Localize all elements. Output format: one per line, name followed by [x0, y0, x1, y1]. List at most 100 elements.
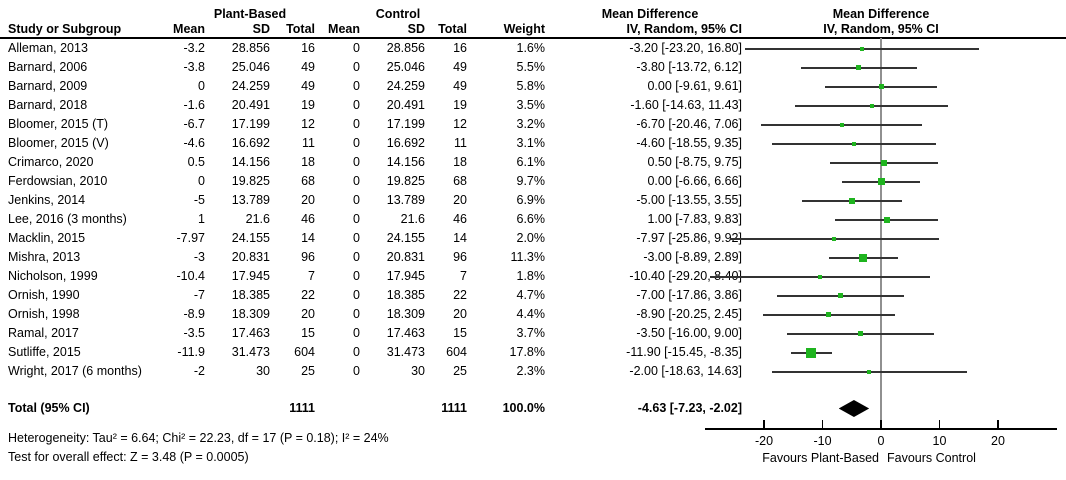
effect-marker: [880, 159, 887, 166]
cell-mean_c: 0: [353, 60, 360, 74]
study-name: Lee, 2016 (3 months): [8, 212, 127, 226]
cell-ci-text: -3.20 [-23.20, 16.80]: [629, 41, 742, 55]
cell-ci-text: 0.50 [-8.75, 9.75]: [647, 155, 742, 169]
axis-tick: [821, 420, 824, 430]
study-name: Barnard, 2006: [8, 60, 88, 74]
cell-ci-text: -4.60 [-18.55, 9.35]: [636, 136, 742, 150]
cell-sd_pb: 28.856: [231, 41, 270, 55]
cell-sd_c: 24.155: [386, 231, 425, 245]
cell-weight: 4.4%: [516, 307, 546, 321]
cell-mean_c: 0: [353, 288, 360, 302]
study-name: Alleman, 2013: [8, 41, 88, 55]
cell-mean_c: 0: [353, 136, 360, 150]
cell-sd_c: 19.825: [386, 174, 425, 188]
cell-total_pb: 604: [294, 345, 315, 359]
cell-total_pb: 11: [302, 136, 315, 150]
effect-marker: [883, 216, 890, 223]
cell-total_pb: 49: [301, 79, 315, 93]
cell-ci-text: -10.40 [-29.20, 8.40]: [629, 269, 742, 283]
cell-mean_pb: 0: [198, 174, 205, 188]
cell-sd_pb: 18.309: [231, 307, 270, 321]
cell-sd_pb: 24.259: [231, 79, 270, 93]
cell-sd_c: 18.309: [386, 307, 425, 321]
cell-total_pb: 12: [301, 117, 315, 131]
cell-weight: 1.8%: [516, 269, 546, 283]
study-name: Ferdowsian, 2010: [8, 174, 108, 188]
cell-total_pb: 18: [301, 155, 315, 169]
cell-mean_c: 0: [353, 117, 360, 131]
cell-sd_pb: 30: [256, 364, 270, 378]
cell-mean_c: 0: [353, 155, 360, 169]
cell-sd_pb: 20.491: [231, 98, 270, 112]
cell-sd_pb: 24.155: [231, 231, 270, 245]
cell-ci-text: -1.60 [-14.63, 11.43]: [630, 98, 742, 112]
study-name: Macklin, 2015: [8, 231, 86, 245]
cell-total_pb: 20: [301, 193, 315, 207]
cell-mean_pb: 0: [198, 79, 205, 93]
cell-sd_c: 17.945: [386, 269, 425, 283]
cell-sd_pb: 16.692: [231, 136, 270, 150]
cell-ci-text: -5.00 [-13.55, 3.55]: [636, 193, 742, 207]
cell-mean_pb: -10.4: [176, 269, 206, 283]
study-name: Ornish, 1998: [8, 307, 80, 321]
cell-total_pb: 14: [301, 231, 315, 245]
cell-sd_pb: 20.831: [231, 250, 270, 264]
cell-weight: 5.8%: [516, 79, 546, 93]
cell-total_c: 7: [460, 269, 467, 283]
cell-mean_pb: -2: [193, 364, 205, 378]
cell-sd_c: 20.491: [386, 98, 425, 112]
effect-marker: [860, 46, 865, 51]
effect-marker: [839, 122, 844, 127]
cell-mean_pb: 1: [198, 212, 205, 226]
cell-sd_c: 18.385: [386, 288, 425, 302]
cell-sd_c: 13.789: [386, 193, 425, 207]
cell-sd_c: 14.156: [386, 155, 425, 169]
overall-effect-text: Test for overall effect: Z = 3.48 (P = 0…: [8, 450, 249, 464]
axis-tick-label: 10: [932, 434, 947, 448]
cell-total_pb: 22: [301, 288, 315, 302]
cell-weight: 3.1%: [516, 136, 546, 150]
zero-line: [880, 38, 882, 428]
favours-right-label: Favours Control: [887, 451, 976, 465]
effect-marker: [832, 236, 837, 241]
column-header-iv-table: IV, Random, 95% CI: [626, 22, 742, 36]
study-name: Mishra, 2013: [8, 250, 81, 264]
study-name: Bloomer, 2015 (T): [8, 117, 109, 131]
cell-sd_c: 30: [411, 364, 425, 378]
cell-total_c: 11: [454, 136, 467, 150]
cell-weight: 3.7%: [516, 326, 546, 340]
study-name: Sutliffe, 2015: [8, 345, 81, 359]
cell-sd_pb: 21.6: [245, 212, 270, 226]
cell-ci-text: -3.80 [-13.72, 6.12]: [636, 60, 742, 74]
cell-total_c: 46: [453, 212, 467, 226]
cell-total_c: 14: [453, 231, 467, 245]
study-name: Wright, 2017 (6 months): [8, 364, 142, 378]
cell-total_c: 49: [453, 60, 467, 74]
cell-mean_c: 0: [353, 212, 360, 226]
axis-tick-label: 20: [991, 434, 1005, 448]
header-divider: [0, 37, 1066, 39]
cell-total_c: 68: [453, 174, 467, 188]
cell-mean_pb: 0.5: [187, 155, 205, 169]
cell-sd_c: 17.463: [386, 326, 425, 340]
cell-sd_pb: 17.945: [231, 269, 270, 283]
group-header-plant-based: Plant-Based: [213, 7, 287, 21]
cell-weight: 6.6%: [516, 212, 546, 226]
effect-marker: [877, 178, 885, 185]
cell-ci-text: -2.00 [-18.63, 14.63]: [629, 364, 742, 378]
cell-sd_pb: 19.825: [231, 174, 270, 188]
cell-weight: 6.1%: [516, 155, 546, 169]
cell-ci-text: -3.00 [-8.89, 2.89]: [643, 250, 742, 264]
cell-weight: 1.6%: [516, 41, 546, 55]
cell-mean_pb: -6.7: [183, 117, 205, 131]
cell-mean_pb: -4.6: [183, 136, 205, 150]
cell-mean_c: 0: [353, 326, 360, 340]
cell-ci-text: 0.00 [-9.61, 9.61]: [647, 79, 742, 93]
cell-mean_c: 0: [353, 345, 360, 359]
column-header-iv-plot: IV, Random, 95% CI: [823, 22, 939, 36]
cell-total_c: 16: [453, 41, 467, 55]
cell-sd_pb: 17.199: [231, 117, 270, 131]
cell-mean_c: 0: [353, 193, 360, 207]
cell-mean_pb: -3.5: [183, 326, 205, 340]
cell-total_c: 12: [453, 117, 467, 131]
